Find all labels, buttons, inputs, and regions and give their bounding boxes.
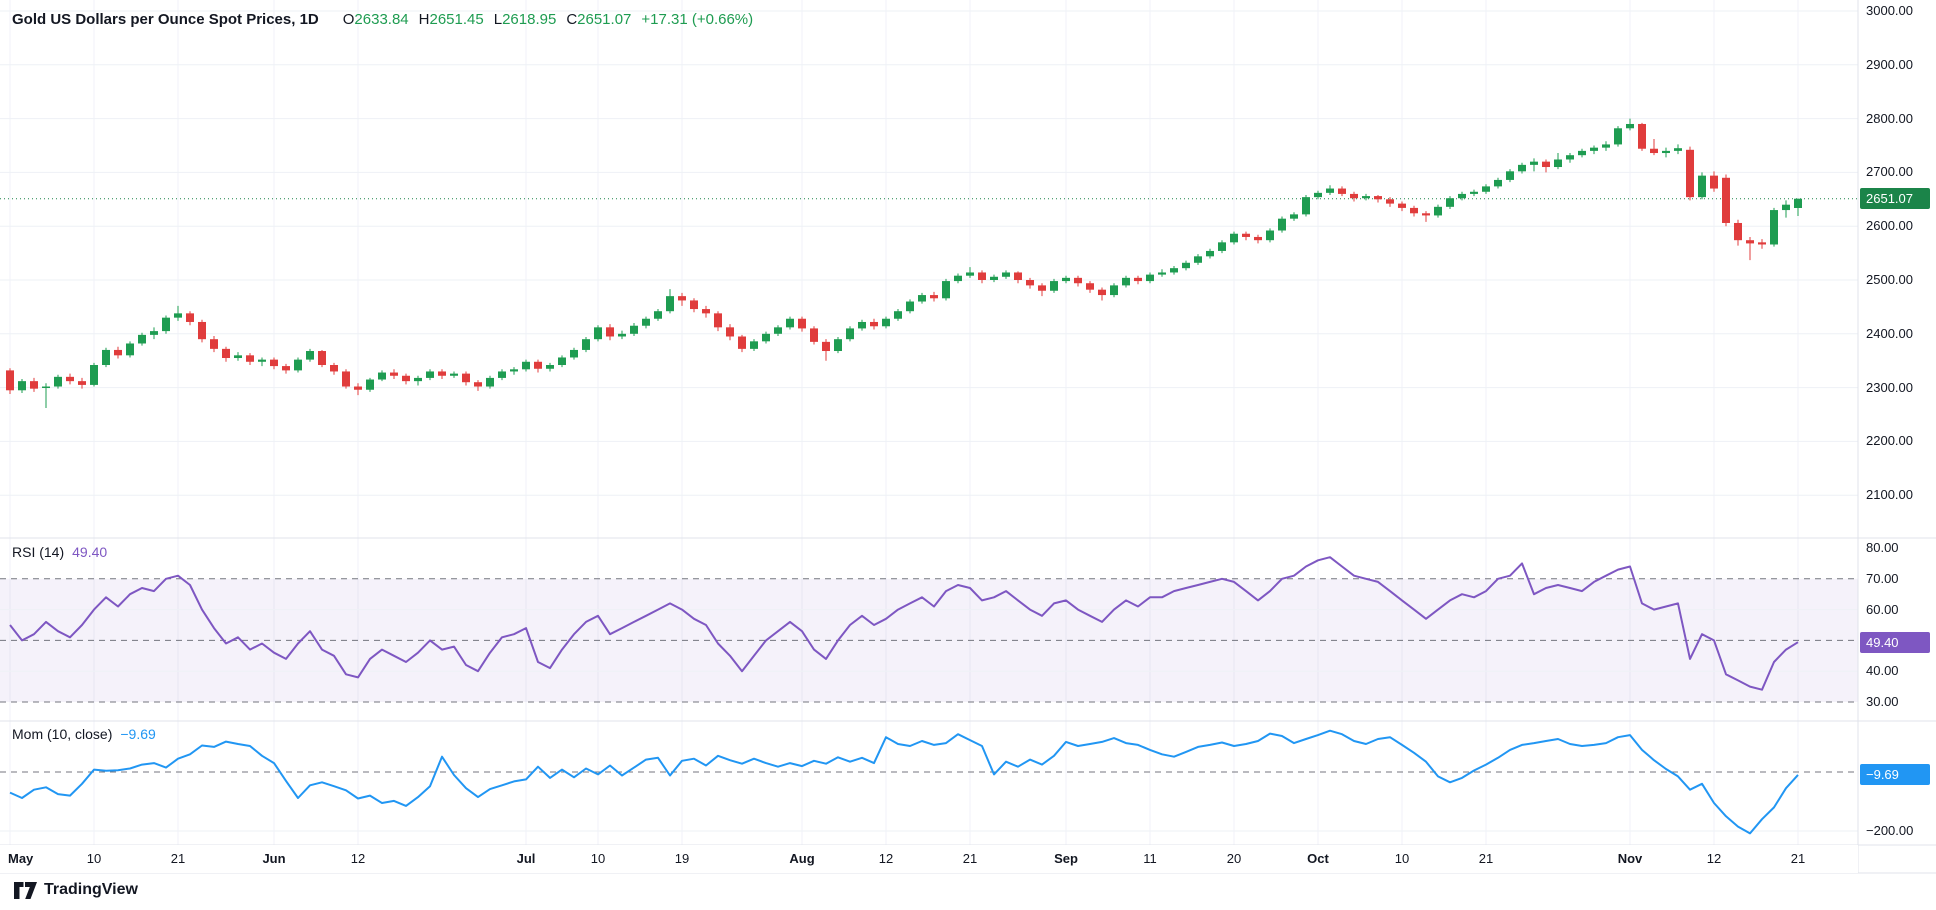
price-tick-label: 2600.00 bbox=[1866, 218, 1913, 234]
time-tick-label: May bbox=[8, 851, 34, 866]
rsi-indicator-label[interactable]: RSI (14) bbox=[12, 544, 65, 560]
footer: TradingView bbox=[14, 881, 138, 899]
time-tick-label: 21 bbox=[1478, 851, 1494, 866]
time-tick-label: Jun bbox=[262, 851, 286, 866]
time-tick-label: 19 bbox=[674, 851, 690, 866]
price-tick-label: 2900.00 bbox=[1866, 56, 1913, 72]
low-value: 2618.95 bbox=[502, 11, 557, 28]
rsi-tick-label: 40.00 bbox=[1866, 663, 1899, 679]
open-value: 2633.84 bbox=[354, 11, 409, 28]
mom-legend: Mom (10, close) −9.69 bbox=[12, 726, 156, 742]
rsi-tick-label: 30.00 bbox=[1866, 694, 1899, 709]
tradingview-logo-icon[interactable] bbox=[14, 881, 37, 899]
time-tick-label: Aug bbox=[789, 851, 815, 866]
price-tick-label: 2300.00 bbox=[1866, 379, 1913, 395]
time-tick-label: Jul bbox=[516, 851, 536, 866]
time-tick-label: 21 bbox=[1790, 851, 1806, 866]
symbol-title[interactable]: Gold US Dollars per Ounce Spot Prices, 1… bbox=[12, 11, 319, 28]
candlestick-series bbox=[6, 118, 1802, 409]
rsi-indicator-value: 49.40 bbox=[72, 544, 108, 560]
symbol-legend: Gold US Dollars per Ounce Spot Prices, 1… bbox=[12, 11, 753, 28]
time-tick-label: 10 bbox=[1394, 851, 1410, 866]
price-tick-label: 2100.00 bbox=[1866, 487, 1913, 503]
time-tick-label: Nov bbox=[1617, 851, 1643, 866]
mom-tick-label: −200.00 bbox=[1866, 823, 1914, 838]
price-tick-label: 3000.00 bbox=[1866, 3, 1913, 18]
time-axis[interactable]: May 10 21 Jun 12 Jul 10 19 Aug 12 21 Sep 11 20 Oct 10 21… bbox=[0, 845, 1858, 873]
time-tick-label: 12 bbox=[878, 851, 894, 866]
time-tick-label: 10 bbox=[590, 851, 606, 866]
mom-line bbox=[9, 729, 1799, 835]
price-tick-label: 2500.00 bbox=[1866, 272, 1913, 287]
time-tick-label: 11 bbox=[1143, 851, 1157, 866]
low-label: L bbox=[493, 11, 503, 28]
price-tick-label: 2700.00 bbox=[1866, 164, 1913, 180]
rsi-legend: RSI (14) 49.40 bbox=[12, 544, 107, 560]
time-tick-label: Oct bbox=[1307, 851, 1329, 866]
time-tick-label: 20 bbox=[1226, 851, 1242, 866]
price-tick-label: 2800.00 bbox=[1866, 110, 1913, 126]
mom-value-badge: −9.69 bbox=[1860, 764, 1930, 786]
time-tick-label: 12 bbox=[350, 851, 366, 866]
last-price-badge: 2651.07 bbox=[1860, 188, 1930, 210]
high-label: H bbox=[418, 11, 430, 28]
close-value: 2651.07 bbox=[577, 11, 632, 28]
time-tick-label: 12 bbox=[1706, 851, 1722, 866]
mom-indicator-value: −9.69 bbox=[120, 726, 156, 742]
rsi-tick-label: 80.00 bbox=[1866, 540, 1899, 555]
high-value: 2651.45 bbox=[429, 11, 484, 28]
time-tick-label: Sep bbox=[1054, 851, 1078, 866]
price-tick-label: 2400.00 bbox=[1866, 325, 1913, 341]
rsi-value-badge: 49.40 bbox=[1860, 631, 1930, 653]
price-axis[interactable]: 3000.00 2900.00 2800.00 2700.00 2600.00 2500.… bbox=[1858, 0, 1936, 910]
open-label: O bbox=[342, 11, 355, 28]
rsi-tick-label: 70.00 bbox=[1866, 570, 1899, 586]
close-label: C bbox=[566, 11, 578, 28]
time-tick-label: 10 bbox=[86, 851, 102, 866]
rsi-tick-label: 60.00 bbox=[1866, 601, 1899, 617]
time-tick-label: 21 bbox=[170, 851, 186, 866]
change-value: +17.31 (+0.66%) bbox=[641, 11, 754, 28]
rsi-line bbox=[9, 556, 1799, 691]
time-tick-label: 21 bbox=[962, 851, 978, 866]
mom-indicator-label[interactable]: Mom (10, close) bbox=[12, 726, 113, 742]
tradingview-brand-text[interactable]: TradingView bbox=[44, 881, 138, 898]
price-tick-label: 2200.00 bbox=[1866, 433, 1913, 449]
